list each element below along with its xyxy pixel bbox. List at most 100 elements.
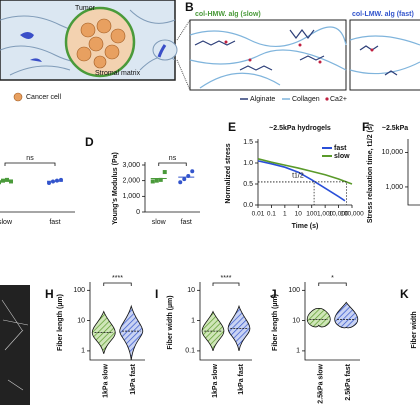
panel-letter: K <box>400 287 409 301</box>
axis <box>304 282 360 361</box>
y-tick-label: 0 <box>136 209 140 216</box>
bracket <box>103 282 132 286</box>
x-tick-label: 1kPa fast <box>130 363 137 394</box>
legend-label: slow <box>334 153 350 160</box>
annotation: ns <box>26 155 34 162</box>
point <box>178 180 183 185</box>
x-tick-label: 0.01 <box>252 211 265 218</box>
x-tick-label: 1 <box>283 211 287 218</box>
x-tick-label: slow <box>152 219 167 226</box>
x-tick-label: fast <box>181 219 192 226</box>
point <box>162 170 167 175</box>
axis-label: Normalized stress <box>225 143 232 203</box>
axis <box>407 139 420 206</box>
point <box>154 178 159 183</box>
x-tick-label: 10,000 <box>329 211 349 218</box>
violin <box>334 301 359 329</box>
label: Cancer cell <box>26 94 61 101</box>
label: Tumor <box>75 5 96 12</box>
axis-label: Young's Modulus (Pa) <box>112 152 119 225</box>
half-time-marker <box>258 181 315 205</box>
x-tick-label: 10 <box>295 211 303 218</box>
x-tick-label: 1kPa fast <box>238 363 245 394</box>
x-tick-label: 100,000 <box>340 211 364 218</box>
y-tick-label: 2,000 <box>122 178 140 185</box>
point <box>55 178 59 183</box>
label: Stromal matrix <box>95 70 141 77</box>
x-tick-label: fast <box>49 219 60 226</box>
x-tick-label: 0.1 <box>267 211 276 218</box>
y-tick-label: 0.0 <box>243 202 253 209</box>
point <box>190 169 195 174</box>
panel-letter: I <box>155 287 158 301</box>
violin <box>201 310 225 351</box>
y-tick-label: 1,000 <box>385 184 403 191</box>
x-tick-label: 1,000 <box>317 211 334 218</box>
panel-letter: B <box>185 0 194 14</box>
axis <box>89 282 145 361</box>
annotation: **** <box>112 275 123 282</box>
axis-label: Stress relaxation time, t1/2 (s) <box>367 124 374 223</box>
annotation: ns <box>169 155 177 162</box>
axis-label: Fiber length (µm) <box>272 294 279 351</box>
y-tick-label: 1 <box>81 348 85 355</box>
bracket <box>158 162 187 166</box>
network-illustration: col-HMW. alg (slow) col-LMW. alg (fast) … <box>152 11 420 103</box>
y-tick-label: 0.5 <box>243 181 253 188</box>
x-tick-label: 1kPa slow <box>212 363 219 397</box>
label: col-LMW. alg (fast) <box>352 11 414 18</box>
y-tick-label: 0.1 <box>185 348 195 355</box>
axis-label: Fiber width <box>411 311 418 348</box>
legend-label: fast <box>334 145 347 152</box>
panel-letter: F <box>362 120 369 134</box>
point <box>150 179 155 184</box>
panel-letter: J <box>270 287 277 301</box>
line <box>257 160 346 202</box>
y-tick-label: 10 <box>187 287 195 294</box>
chart-title: ~2.5kPa <box>382 125 408 132</box>
chart-title: ~2.5kPa hydrogels <box>269 125 331 132</box>
x-tick-label: 2.5kPa fast <box>345 363 352 400</box>
point <box>47 181 51 186</box>
y-tick-label: 1 <box>296 348 300 355</box>
panel-letter: H <box>45 287 54 301</box>
axis-label: Fiber length (µm) <box>57 294 64 351</box>
panel-letter: E <box>228 120 236 134</box>
y-tick-label: 10 <box>292 317 300 324</box>
y-tick-label: 100 <box>73 287 85 294</box>
y-tick-label: 100 <box>288 287 300 294</box>
bracket <box>212 282 240 286</box>
legend-label: Ca2+ <box>330 96 347 103</box>
label: col-HMW. alg (slow) <box>195 11 261 18</box>
y-tick-label: 1 <box>191 317 195 324</box>
y-tick-label: 1.0 <box>243 160 253 167</box>
violin <box>227 304 251 351</box>
violin <box>119 304 144 361</box>
violin <box>306 308 331 328</box>
x-tick-label: 100 <box>306 211 317 218</box>
axis <box>199 282 252 361</box>
annotation: * <box>331 275 334 282</box>
x-tick-label: slow <box>0 219 13 226</box>
legend-label: Collagen <box>292 96 320 103</box>
annotation: t1/2 <box>292 173 304 180</box>
micrograph-fibers <box>1 299 29 391</box>
micrograph <box>0 285 30 405</box>
annotation: **** <box>221 275 232 282</box>
illustration: Tumor Stromal matrix Cancer cell <box>0 0 176 102</box>
axis-label: Fiber width (µm) <box>167 295 174 349</box>
y-tick-label: 3,000 <box>122 162 140 169</box>
y-tick-label: 1.5 <box>243 139 253 146</box>
point <box>5 177 9 182</box>
point <box>0 180 1 185</box>
legend-label: Alginate <box>250 96 275 103</box>
x-tick-label: 2.5kPa slow <box>318 363 325 403</box>
axis-label: Time (s) <box>292 223 319 230</box>
y-tick-label: 1,000 <box>122 193 140 200</box>
bracket <box>318 282 347 286</box>
point <box>182 177 187 182</box>
bracket <box>4 162 56 166</box>
y-tick-label: 10,000 <box>382 149 404 156</box>
